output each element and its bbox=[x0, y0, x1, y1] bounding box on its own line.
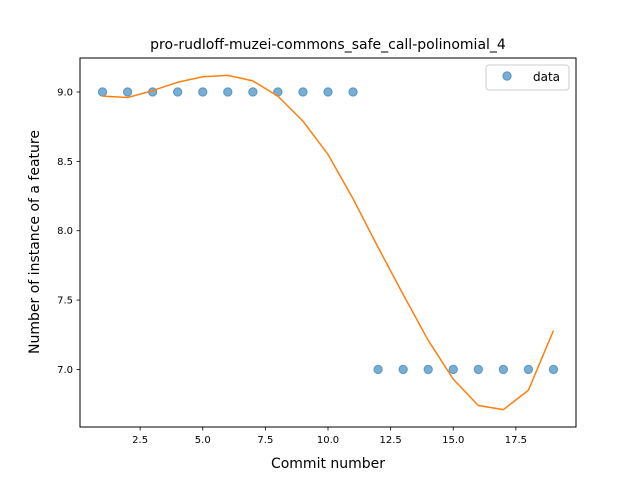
y-tick-label: 7.0 bbox=[57, 365, 73, 376]
data-point bbox=[97, 87, 108, 97]
y-tick-label: 9.0 bbox=[57, 87, 73, 98]
data-point bbox=[323, 87, 333, 97]
data-point bbox=[548, 364, 559, 375]
data-point bbox=[373, 364, 383, 375]
chart-title: pro-rudloff-muzei-commons_safe_call-poli… bbox=[150, 37, 506, 53]
plot-marks bbox=[97, 74, 559, 411]
fit-line bbox=[102, 74, 555, 411]
x-tick-label: 2.5 bbox=[132, 435, 148, 446]
y-tick-label: 8.5 bbox=[57, 157, 73, 168]
legend-label-data: data bbox=[533, 70, 560, 84]
x-tick-label: 5.0 bbox=[195, 435, 211, 446]
x-tick-label: 15.0 bbox=[442, 435, 464, 446]
data-point bbox=[248, 87, 258, 97]
data-point bbox=[298, 87, 308, 97]
data-point bbox=[398, 364, 408, 375]
legend-box bbox=[485, 64, 570, 91]
x-tick-label: 10.0 bbox=[317, 435, 339, 446]
y-axis-label: Number of instance of a feature bbox=[27, 130, 43, 354]
y-tick-label: 8.0 bbox=[57, 226, 73, 237]
data-point bbox=[198, 87, 208, 97]
data-point bbox=[423, 364, 433, 375]
x-tick-label: 12.5 bbox=[379, 435, 401, 446]
data-point bbox=[348, 87, 358, 97]
y-tick-label: 7.5 bbox=[57, 296, 73, 307]
data-point bbox=[448, 364, 458, 375]
data-point bbox=[498, 364, 509, 375]
data-point bbox=[223, 87, 233, 97]
legend-marker-data bbox=[502, 71, 512, 81]
x-axis: 2.5 5.0 7.5 10.0 12.5 15.0 17.5 bbox=[132, 427, 527, 446]
data-point bbox=[122, 87, 133, 97]
x-axis-label: Commit number bbox=[271, 456, 385, 472]
data-point bbox=[172, 87, 183, 97]
data-point bbox=[473, 364, 484, 375]
x-tick-label: 17.5 bbox=[505, 435, 527, 446]
y-axis: 7.0 7.5 8.0 8.5 9.0 bbox=[57, 87, 80, 376]
legend: data bbox=[485, 64, 570, 91]
data-point bbox=[523, 364, 534, 375]
x-tick-label: 7.5 bbox=[257, 435, 273, 446]
